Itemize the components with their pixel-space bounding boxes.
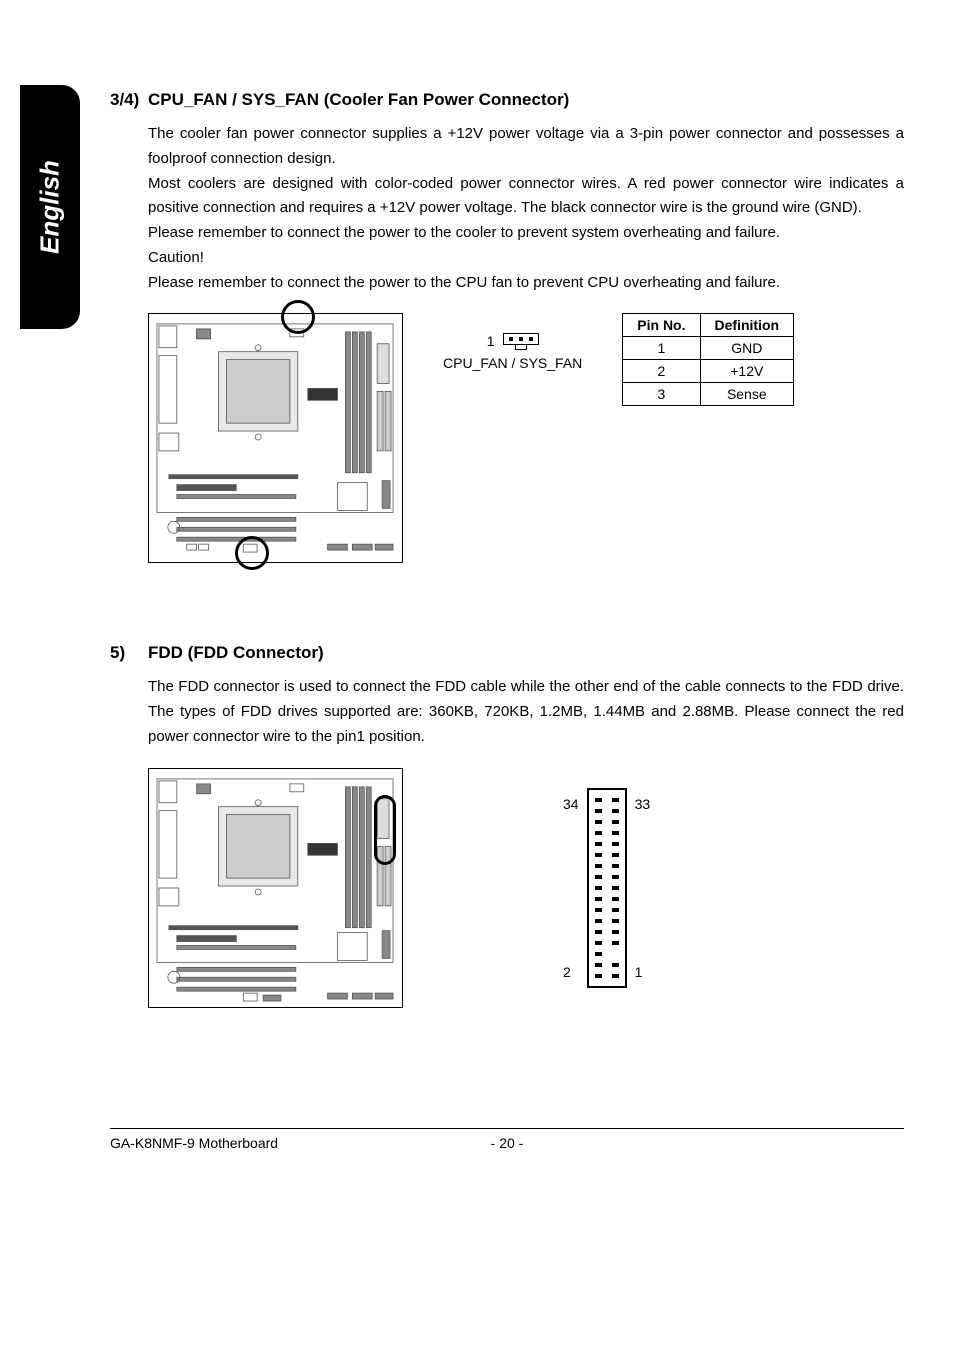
section-heading: 3/4) CPU_FAN / SYS_FAN (Cooler Fan Power… <box>110 90 904 110</box>
fdd-pin <box>612 798 619 802</box>
page-footer: GA-K8NMF-9 Motherboard - 20 - <box>110 1128 904 1211</box>
fdd-pin <box>612 963 619 967</box>
language-tab: English <box>20 85 80 329</box>
fdd-pin-diagram: 34 2 33 1 <box>563 788 650 988</box>
section-body: The FDD connector is used to connect the… <box>148 675 904 749</box>
paragraph: Most coolers are designed with color-cod… <box>148 172 904 222</box>
footer-right <box>639 1135 904 1151</box>
fdd-pin <box>595 853 602 857</box>
fdd-pin <box>595 864 602 868</box>
fan-pins-box <box>503 333 539 345</box>
table-cell: 1 <box>623 337 700 360</box>
table-row: 2 +12V <box>623 360 794 383</box>
fdd-pin <box>595 798 602 802</box>
fdd-pin <box>595 941 602 945</box>
fdd-pin-column <box>595 798 602 978</box>
footer-left: GA-K8NMF-9 Motherboard <box>110 1135 375 1151</box>
fan-pin <box>519 337 523 341</box>
fdd-labels-right: 33 1 <box>635 788 651 988</box>
fdd-pin <box>612 941 619 945</box>
section-heading: 5) FDD (FDD Connector) <box>110 643 904 663</box>
fdd-pin <box>595 875 602 879</box>
language-tab-label: English <box>35 160 66 254</box>
table-cell: GND <box>700 337 794 360</box>
fdd-pin <box>612 908 619 912</box>
fan-pin-1-label: 1 <box>487 333 495 349</box>
fdd-pin <box>595 831 602 835</box>
table-row: 1 GND <box>623 337 794 360</box>
fdd-pin <box>612 886 619 890</box>
table-header-row: Pin No. Definition <box>623 314 794 337</box>
fdd-labels-left: 34 2 <box>563 788 579 988</box>
paragraph: Caution! <box>148 246 904 271</box>
fan-connector-diagram: 1 CPU_FAN / SYS_FAN <box>443 333 582 371</box>
marker-cpu-fan <box>281 300 315 334</box>
fdd-pin <box>595 919 602 923</box>
motherboard-svg <box>149 769 402 1007</box>
fdd-pin <box>595 842 602 846</box>
fdd-pin <box>595 974 602 978</box>
paragraph: Please remember to connect the power to … <box>148 271 904 296</box>
fdd-pin <box>595 963 602 967</box>
table-cell: +12V <box>700 360 794 383</box>
fdd-pin <box>612 875 619 879</box>
fdd-pin <box>612 974 619 978</box>
fdd-pin-column <box>612 798 619 978</box>
table-cell: Sense <box>700 383 794 406</box>
table-header: Definition <box>700 314 794 337</box>
pin-definition-table: Pin No. Definition 1 GND 2 +12V 3 Sense <box>622 313 794 406</box>
fdd-pin <box>612 853 619 857</box>
figure-row: 1 CPU_FAN / SYS_FAN <box>148 313 904 563</box>
fdd-pin <box>612 919 619 923</box>
section-title: CPU_FAN / SYS_FAN (Cooler Fan Power Conn… <box>148 90 569 110</box>
section-num: 3/4) <box>110 90 148 110</box>
figure-row: 34 2 33 1 <box>148 768 904 1008</box>
page-content: 3/4) CPU_FAN / SYS_FAN (Cooler Fan Power… <box>110 0 904 1008</box>
fdd-pin <box>612 897 619 901</box>
fdd-pin <box>612 831 619 835</box>
fdd-pin <box>595 820 602 824</box>
fdd-pin-label: 33 <box>635 796 651 812</box>
table-row: 3 Sense <box>623 383 794 406</box>
fdd-pin <box>595 930 602 934</box>
marker-sys-fan <box>235 536 269 570</box>
fdd-pin-label: 2 <box>563 964 579 980</box>
fdd-pin-box <box>587 788 627 988</box>
fdd-pin <box>612 930 619 934</box>
fdd-pin <box>612 820 619 824</box>
fdd-pin <box>595 886 602 890</box>
fan-key-notch <box>515 345 527 350</box>
motherboard-diagram <box>148 313 403 563</box>
table-cell: 2 <box>623 360 700 383</box>
section-cpu-fan: 3/4) CPU_FAN / SYS_FAN (Cooler Fan Power… <box>110 90 904 563</box>
fdd-pin <box>595 908 602 912</box>
paragraph: The cooler fan power connector supplies … <box>148 122 904 172</box>
section-fdd: 5) FDD (FDD Connector) The FDD connector… <box>110 643 904 1007</box>
fan-pin <box>529 337 533 341</box>
fdd-pin-label: 1 <box>635 964 651 980</box>
paragraph: The FDD connector is used to connect the… <box>148 675 904 749</box>
fdd-pin <box>612 864 619 868</box>
table-cell: 3 <box>623 383 700 406</box>
fdd-pin <box>595 952 602 956</box>
fan-pin <box>509 337 513 341</box>
fdd-pin <box>595 809 602 813</box>
fan-caption: CPU_FAN / SYS_FAN <box>443 355 582 371</box>
motherboard-svg <box>149 314 402 562</box>
section-num: 5) <box>110 643 148 663</box>
fdd-pin <box>612 842 619 846</box>
section-body: The cooler fan power connector supplies … <box>148 122 904 295</box>
paragraph: Please remember to connect the power to … <box>148 221 904 246</box>
section-title: FDD (FDD Connector) <box>148 643 324 663</box>
fdd-pin <box>612 809 619 813</box>
footer-page-number: - 20 - <box>375 1135 640 1151</box>
fdd-pin-label: 34 <box>563 796 579 812</box>
fdd-pin <box>595 897 602 901</box>
marker-fdd <box>374 795 396 865</box>
motherboard-diagram <box>148 768 403 1008</box>
table-header: Pin No. <box>623 314 700 337</box>
